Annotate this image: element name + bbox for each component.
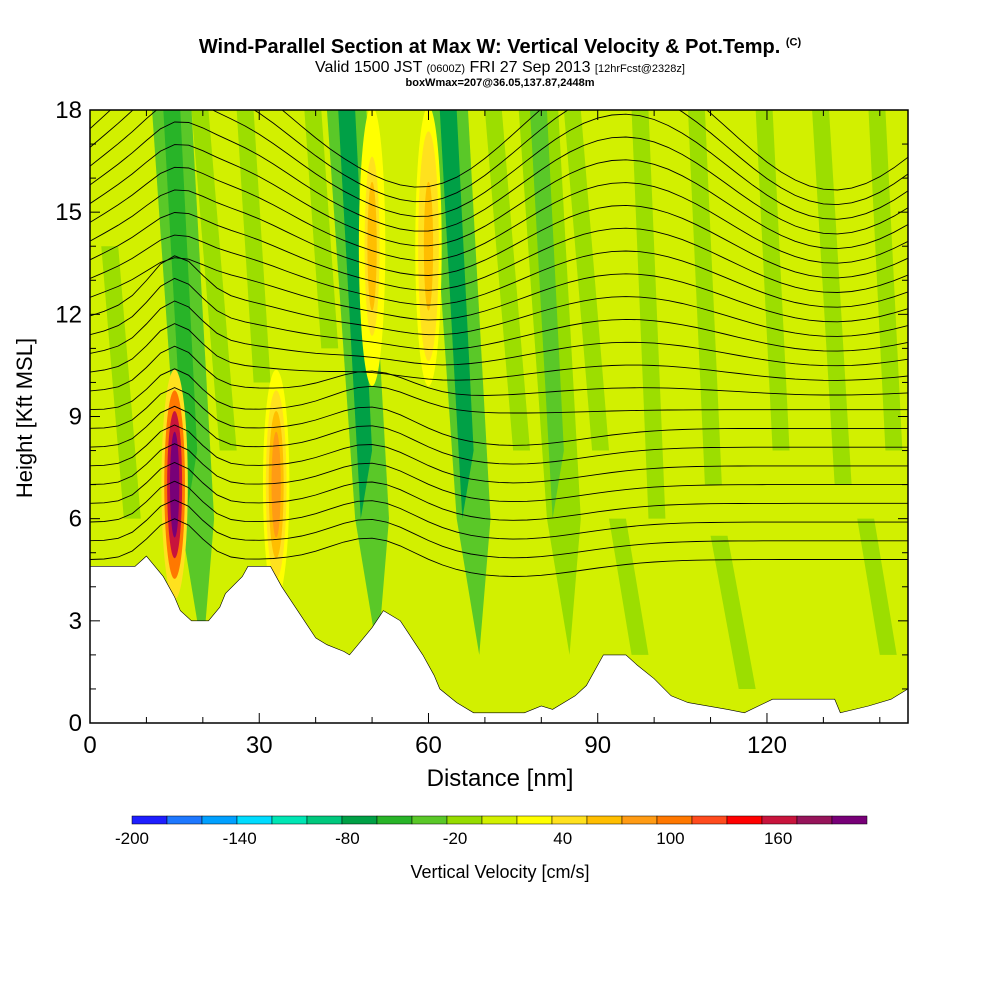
y-axis: 0 3 6 9 12 15 18 — [55, 97, 908, 737]
isentrope — [90, 144, 908, 250]
colorbar-label: Vertical Velocity [cm/s] — [410, 862, 590, 882]
weak-downdraft-streak — [631, 110, 666, 519]
x-tick-label: 60 — [415, 732, 442, 759]
colorbar-tick-label: 160 — [764, 829, 792, 848]
x-axis: 0 30 60 90 120 — [83, 110, 881, 759]
colorbar-swatch — [166, 815, 203, 825]
isentrope — [90, 462, 908, 521]
colorbar-swatch — [831, 815, 868, 825]
isentrope — [90, 499, 908, 559]
colorbar-swatch — [481, 815, 518, 825]
y-axis-label: Height [Kft MSL] — [12, 337, 37, 499]
colorbar-tick-label: 40 — [553, 829, 572, 848]
downdraft-core — [439, 110, 474, 519]
colorbar-swatch — [586, 815, 623, 825]
weak-downdraft-streak — [101, 246, 141, 519]
box-info: boxWmax=207@36.05,137.87,2448m — [405, 77, 595, 89]
isentrope — [90, 518, 908, 577]
isentrope — [90, 234, 908, 308]
colorbar: -200 -140 -80 -20 40 100 160 — [115, 815, 868, 848]
isentrope — [90, 424, 908, 484]
colorbar-swatch — [551, 815, 588, 825]
x-tick-label: 90 — [584, 732, 611, 759]
updraft-core — [367, 181, 377, 311]
colorbar-tick-label: -20 — [443, 829, 468, 848]
theta-contours — [90, 110, 908, 577]
colorbar-swatch — [761, 815, 798, 825]
copyright-mark: (C) — [785, 36, 802, 49]
isentrope — [90, 189, 908, 279]
weak-downdraft-streak — [236, 110, 271, 383]
y-tick-label: 6 — [69, 506, 82, 533]
y-tick-label: 18 — [55, 97, 82, 124]
colorbar-swatch — [201, 815, 238, 825]
isentrope — [90, 110, 908, 191]
terrain — [89, 555, 909, 724]
updraft-core — [271, 431, 281, 538]
colorbar-swatch — [796, 815, 833, 825]
y-tick-label: 3 — [69, 608, 82, 635]
colorbar-tick-label: -140 — [223, 829, 257, 848]
colorbar-swatch — [236, 815, 273, 825]
x-tick-label: 30 — [246, 732, 273, 759]
colorbar-swatch — [691, 815, 728, 825]
weak-downdraft-streak — [484, 110, 531, 451]
colorbar-swatch — [306, 815, 343, 825]
y-tick-label: 12 — [55, 301, 82, 328]
weak-downdraft-streak — [191, 110, 237, 451]
x-tick-label: 0 — [83, 732, 96, 759]
colorbar-swatch — [131, 815, 168, 825]
isentrope — [90, 323, 908, 381]
colorbar-tick-label: -80 — [335, 829, 360, 848]
isentrope — [90, 300, 908, 367]
weak-downdraft-streak — [609, 518, 649, 655]
colorbar-swatch — [656, 815, 693, 825]
isentrope — [90, 110, 908, 206]
chart-subtitle: Valid 1500 JST (0600Z) FRI 27 Sep 2013 [… — [315, 59, 685, 76]
y-tick-label: 15 — [55, 199, 82, 226]
weak-downdraft-streak — [304, 110, 339, 349]
isentrope — [90, 443, 908, 503]
weak-downdraft-streak — [857, 518, 897, 655]
isentrope — [90, 405, 908, 465]
isentrope — [90, 480, 908, 540]
updraft-core — [170, 431, 180, 538]
colorbar-swatch — [271, 815, 308, 825]
isentrope — [90, 368, 908, 414]
isentrope — [90, 121, 908, 235]
downdraft-core — [338, 110, 373, 519]
isentrope — [90, 166, 908, 264]
weak-downdraft-streak — [710, 535, 756, 689]
isentrope — [90, 255, 908, 337]
weak-downdraft-streak — [868, 110, 903, 451]
colorbar-swatch — [516, 815, 553, 825]
isentrope — [90, 387, 908, 446]
colorbar-swatch — [446, 815, 483, 825]
colorbar-swatch — [376, 815, 413, 825]
weak-downdraft-streak — [563, 110, 610, 451]
colorbar-tick-label: 100 — [656, 829, 684, 848]
y-tick-label: 9 — [69, 404, 82, 431]
weak-downdraft-streak — [755, 110, 790, 451]
colorbar-swatch — [411, 815, 448, 825]
isentrope — [90, 110, 908, 220]
downdraft-core — [163, 110, 198, 519]
isentrope — [90, 212, 908, 293]
x-axis-label: Distance [nm] — [426, 765, 574, 792]
isentrope — [90, 257, 908, 323]
colorbar-swatch — [621, 815, 658, 825]
y-tick-label: 0 — [69, 710, 82, 737]
colorbar-tick-label: -200 — [115, 829, 149, 848]
chart-title: Wind-Parallel Section at Max W: Vertical… — [198, 36, 802, 58]
colorbar-swatch — [726, 815, 763, 825]
isentrope — [90, 345, 908, 396]
colorbar-swatch — [341, 815, 378, 825]
x-tick-label: 120 — [747, 732, 787, 759]
isentrope — [90, 277, 908, 352]
